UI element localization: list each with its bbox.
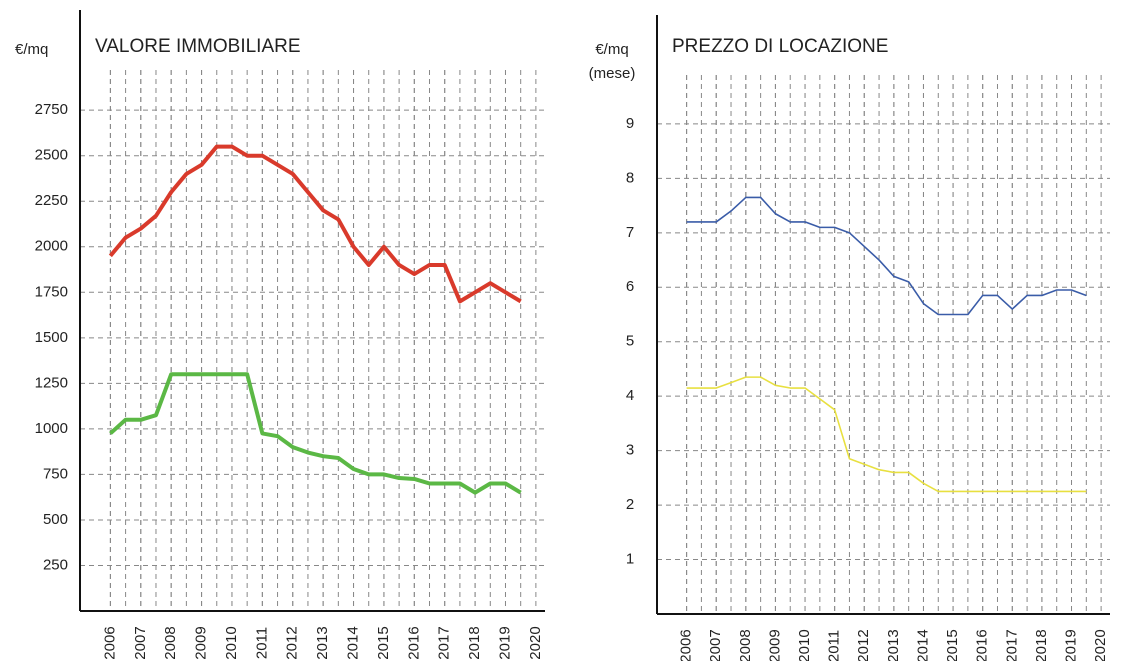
x-tick-label: 2008 — [737, 629, 754, 661]
x-tick-label: 2015 — [375, 626, 392, 659]
x-tick-label: 2011 — [253, 627, 270, 659]
y-tick-label: 2 — [626, 496, 634, 513]
series-line — [108, 144, 522, 304]
x-tick-label: 2019 — [1062, 629, 1079, 661]
y-tick-label: 750 — [43, 465, 68, 482]
y-tick-label: 2500 — [35, 147, 68, 164]
x-tick-label: 2009 — [766, 629, 783, 661]
y-tick-label: 1000 — [35, 420, 68, 437]
series-line — [686, 196, 1087, 316]
x-tick-label: 2015 — [944, 629, 961, 661]
x-tick-label: 2011 — [826, 630, 843, 661]
x-tick-label: 2018 — [466, 626, 483, 659]
x-tick-label: 2020 — [1092, 629, 1109, 661]
y-tick-label: 1250 — [35, 374, 68, 391]
chart: 2006 2007 2008 2009 2010 2011 2012 2013 2014 2015… — [589, 15, 1110, 661]
x-tick-label: 2018 — [1033, 629, 1050, 661]
y-tick-label: 1750 — [35, 283, 68, 300]
x-tick-label: 2012 — [855, 629, 872, 661]
x-tick-label: 2009 — [193, 626, 210, 659]
y-axis-label: (mese) — [589, 65, 636, 82]
x-tick-label: 2012 — [284, 626, 301, 659]
chart: 2006 2007 2008 2009 2010 2011 2012 2013 2014 2015… — [15, 10, 545, 660]
x-tick-label: 2014 — [914, 629, 931, 661]
x-tick-label: 2019 — [496, 626, 513, 659]
x-tick-label: 2010 — [796, 629, 813, 661]
y-tick-label: 500 — [43, 511, 68, 528]
x-tick-label: 2016 — [974, 629, 991, 661]
y-tick-label: 2250 — [35, 192, 68, 209]
y-tick-label: 5 — [626, 333, 634, 350]
x-tick-label: 2006 — [101, 626, 118, 659]
x-tick-label: 2014 — [344, 626, 361, 659]
x-tick-label: 2006 — [678, 629, 695, 661]
y-tick-label: 7 — [626, 224, 634, 241]
x-tick-label: 2017 — [436, 626, 453, 659]
x-tick-label: 2008 — [162, 626, 179, 659]
y-tick-label: 8 — [626, 169, 634, 186]
x-tick-label: 2017 — [1003, 629, 1020, 661]
x-tick-label: 2007 — [707, 629, 724, 661]
series-line — [686, 376, 1087, 493]
y-axis-label: €/mq — [595, 41, 628, 58]
y-tick-label: 250 — [43, 556, 68, 573]
y-tick-label: 9 — [626, 115, 634, 132]
chart-title: VALORE IMMOBILIARE — [95, 36, 301, 57]
y-axis-label: €/mq — [15, 41, 48, 58]
series-line — [109, 372, 522, 495]
x-tick-label: 2013 — [885, 629, 902, 661]
y-tick-label: 2000 — [35, 238, 68, 255]
y-tick-label: 1 — [626, 551, 634, 568]
y-tick-label: 2750 — [35, 101, 68, 118]
x-tick-label: 2010 — [223, 626, 240, 659]
y-tick-label: 3 — [626, 442, 634, 459]
y-tick-label: 4 — [626, 387, 634, 404]
chart-title: PREZZO DI LOCAZIONE — [672, 36, 888, 57]
x-tick-label: 2013 — [314, 626, 331, 659]
y-tick-label: 1500 — [35, 329, 68, 346]
x-tick-label: 2007 — [132, 626, 149, 659]
x-tick-label: 2016 — [405, 626, 422, 659]
x-tick-label: 2020 — [527, 626, 544, 659]
y-tick-label: 6 — [626, 278, 634, 295]
